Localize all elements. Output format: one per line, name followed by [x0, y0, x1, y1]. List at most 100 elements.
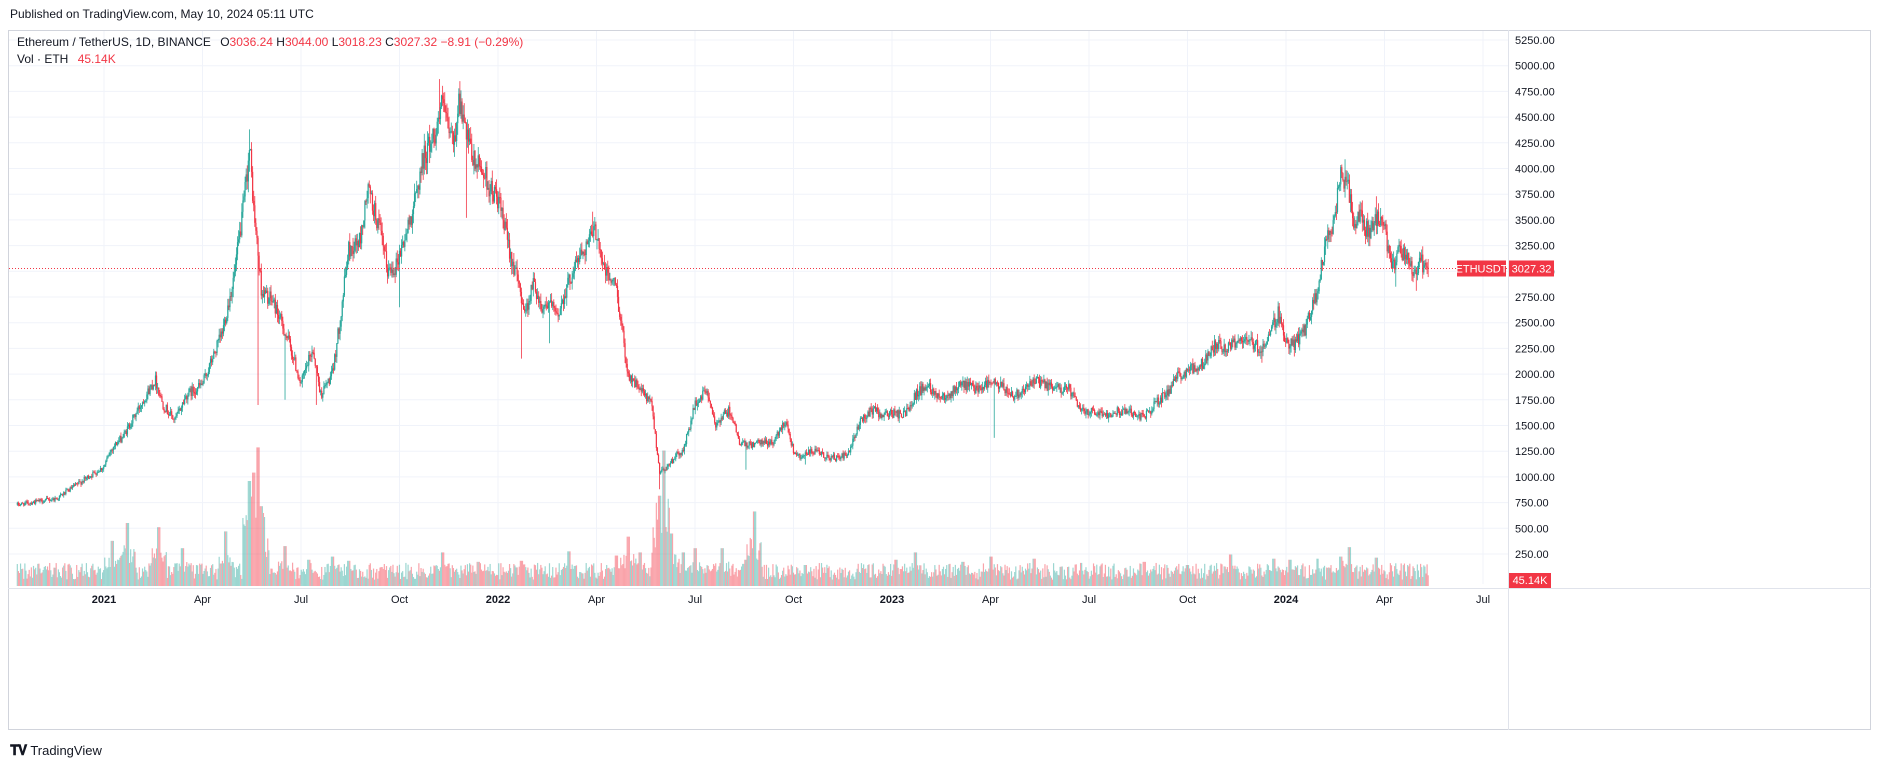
volume-bar — [328, 572, 330, 586]
candle-body — [964, 381, 966, 388]
candle — [860, 416, 863, 419]
candle-body — [756, 441, 758, 443]
candle — [541, 303, 543, 314]
volume-bar — [1281, 569, 1284, 586]
candle — [1003, 377, 1005, 391]
volume-bar — [1057, 574, 1059, 586]
volume-bar — [1227, 572, 1230, 586]
candle-body — [680, 453, 682, 455]
candle-body — [541, 309, 543, 313]
candle-body — [356, 241, 358, 246]
volume-bar — [186, 562, 188, 586]
candle-body — [440, 95, 443, 108]
candle-body — [974, 387, 976, 394]
candle — [280, 312, 282, 320]
volume-bar — [1340, 556, 1342, 586]
candle — [717, 420, 719, 426]
candle-body — [151, 385, 153, 390]
candle-body — [1208, 351, 1210, 356]
candle — [824, 457, 826, 462]
volume-bar — [896, 559, 898, 586]
candle — [887, 413, 890, 420]
candle — [53, 497, 55, 503]
candle-body — [348, 242, 350, 261]
candle — [1310, 310, 1313, 325]
volume-bar — [426, 577, 429, 586]
candle — [895, 411, 897, 417]
candle — [976, 382, 978, 391]
candle — [640, 383, 642, 397]
candle-body — [1095, 413, 1097, 416]
candle-body — [882, 414, 884, 418]
candle-body — [349, 242, 351, 257]
volume-bar — [309, 559, 311, 586]
candle — [1217, 342, 1219, 354]
candle — [851, 443, 853, 448]
candle-body — [148, 388, 150, 395]
candle — [701, 394, 703, 404]
volume-bar — [402, 571, 404, 586]
candle-body — [1237, 340, 1239, 343]
candle — [651, 396, 653, 411]
candle-body — [1064, 385, 1067, 387]
volume-bar — [608, 567, 610, 586]
candle-body — [984, 380, 987, 385]
volume-bar — [888, 574, 891, 586]
volume-bar — [1075, 564, 1077, 586]
candle — [1298, 327, 1300, 348]
candle-body — [647, 396, 649, 402]
volume-bar — [908, 572, 910, 586]
candle-body — [610, 279, 612, 283]
candle-body — [499, 197, 501, 198]
volume-bar — [609, 569, 611, 586]
candle-body — [1074, 396, 1076, 397]
candle — [56, 497, 58, 501]
candle — [1212, 345, 1214, 357]
candle — [705, 388, 707, 395]
candle — [1157, 394, 1159, 408]
candle-body — [208, 363, 211, 372]
volume-bar — [1388, 572, 1390, 586]
volume-bar — [294, 571, 296, 586]
candle-body — [45, 498, 48, 500]
candle-body — [1264, 345, 1266, 347]
candle-body — [891, 409, 893, 415]
candle — [525, 303, 527, 317]
candle — [261, 289, 263, 304]
candle-body — [1115, 413, 1117, 415]
volume-bar — [449, 568, 451, 586]
volume-bar — [121, 554, 123, 586]
candle — [28, 503, 30, 506]
volume-bar — [282, 568, 284, 586]
volume-bar — [1125, 567, 1127, 586]
candle-body — [1038, 378, 1041, 388]
candle-body — [230, 296, 232, 297]
candle-body — [960, 381, 962, 386]
candle — [268, 297, 270, 307]
volume-bar — [304, 574, 307, 586]
volume-bar — [97, 566, 99, 586]
candle — [230, 292, 232, 301]
candle-body — [942, 393, 945, 396]
volume-bar — [1259, 564, 1261, 586]
candle-body — [578, 258, 580, 263]
volume-bar — [1307, 577, 1309, 586]
volume-bar — [1016, 579, 1018, 586]
candle — [300, 380, 302, 385]
candle-body — [310, 355, 312, 357]
volume-bar — [619, 568, 621, 586]
volume-bar — [1014, 571, 1016, 586]
volume-bar — [1398, 575, 1400, 586]
volume-bar — [1077, 575, 1080, 586]
volume-bar — [461, 570, 463, 586]
volume-bar — [264, 551, 267, 586]
candle-body — [324, 384, 326, 387]
candle-body — [322, 394, 324, 398]
volume-bar — [50, 570, 52, 586]
volume-bar — [372, 568, 375, 586]
candle-body — [573, 268, 575, 274]
volume-bar — [147, 576, 149, 586]
candle-body — [1096, 414, 1098, 416]
candle — [1005, 386, 1007, 396]
